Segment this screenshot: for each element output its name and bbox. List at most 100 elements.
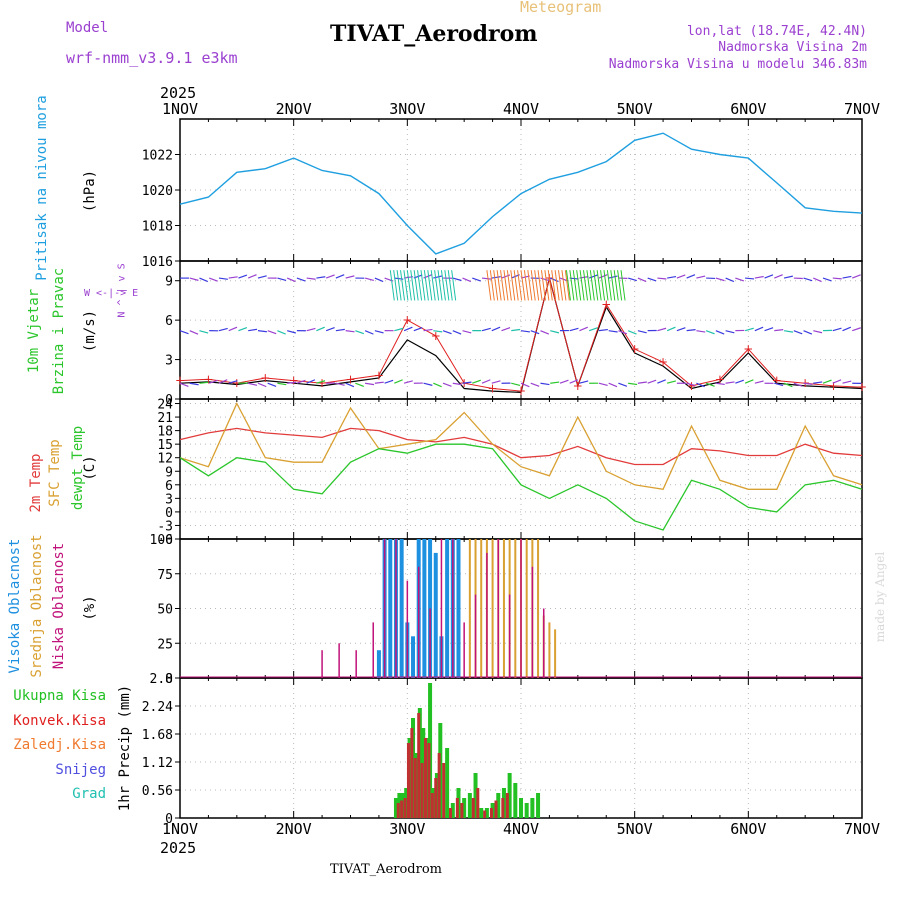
wind-arrow — [179, 382, 189, 387]
wind-arrow — [365, 382, 375, 386]
conv-rain-bar — [434, 778, 438, 818]
wind-arrow — [842, 326, 852, 332]
wind-gust-marker: + — [345, 372, 355, 386]
wind-gust-marker: + — [829, 379, 839, 393]
conv-rain-bar — [400, 800, 404, 818]
wind-arrow — [501, 327, 511, 332]
wind-arrow — [481, 277, 492, 280]
wind-arrow — [296, 277, 306, 282]
wind-arrow — [423, 382, 433, 386]
conv-rain-bar — [430, 793, 434, 818]
wind-barb — [547, 270, 553, 301]
wind-arrow — [267, 382, 277, 387]
legend-hail: Grad — [72, 786, 106, 802]
wind-arrow — [452, 277, 462, 282]
wind-barb — [451, 270, 457, 301]
wind-arrow — [394, 327, 404, 332]
xtick-label-top: 4NOV — [503, 100, 539, 118]
wind-gust-marker: + — [374, 368, 384, 382]
wind-arrow — [628, 277, 637, 282]
wind-arrow — [511, 382, 521, 387]
conv-rain-bar — [489, 808, 493, 818]
year-bottom: 2025 — [160, 839, 197, 857]
wind-gust-marker: + — [630, 342, 640, 356]
wind-barb — [551, 270, 557, 301]
xtick-label-top: 7NOV — [844, 100, 880, 118]
total-rain-bar — [530, 798, 535, 818]
wind-arrow — [442, 382, 452, 387]
high-cloud-bar — [399, 539, 404, 678]
wind-barb — [444, 270, 450, 301]
wind-arrow — [296, 379, 306, 384]
wind-arrow — [364, 277, 374, 282]
ytick-label: 6 — [165, 314, 173, 329]
wind-gust-marker: + — [260, 371, 270, 385]
wind-arrow — [637, 277, 647, 283]
wind-barb — [493, 270, 499, 301]
conv-rain-bar — [442, 763, 446, 818]
wind-barb — [517, 270, 523, 301]
wind-arrow — [608, 275, 618, 279]
conv-rain-bar — [476, 788, 480, 818]
wind-arrow — [598, 382, 608, 387]
wind-barb — [393, 270, 399, 301]
wind-arrow — [355, 330, 365, 335]
ytick-label: 21 — [157, 411, 173, 426]
wind-arrow — [647, 277, 657, 282]
wind-arrow — [793, 330, 803, 335]
wind-gust-marker: + — [857, 380, 867, 394]
mid-cloud-bar — [525, 539, 528, 678]
conv-rain-bar — [501, 798, 505, 818]
wind-barb — [572, 270, 578, 301]
ytick-label: 75 — [157, 568, 173, 583]
wind-arrow — [783, 330, 794, 333]
wind-arrow — [257, 275, 267, 279]
ytick-label: -3 — [157, 519, 173, 534]
ytick-label: 0 — [165, 812, 173, 827]
ytick-label: 25 — [157, 637, 173, 652]
xtick-label-bottom: 7NOV — [844, 820, 880, 838]
wind-barb — [400, 270, 406, 301]
wind-arrow — [774, 382, 784, 387]
mid-cloud-bar — [502, 539, 505, 678]
wind-arrow — [325, 274, 335, 279]
dewpoint-line — [179, 443, 863, 531]
wind-gust-marker: + — [175, 374, 185, 388]
wind-barb — [606, 270, 612, 301]
wind-arrow — [287, 330, 297, 334]
wind-arrow — [735, 277, 745, 282]
wind-arrow — [462, 330, 472, 334]
low-cloud-bar — [429, 608, 431, 678]
wind-arrow — [822, 277, 832, 282]
lonlat-label: lon,lat (18.74E, 42.4N) — [686, 24, 867, 39]
wind-arrow — [433, 330, 443, 333]
model-name: wrf-nmm_v3.9.1 e3km — [66, 49, 238, 67]
ytick-label: 3 — [165, 354, 173, 369]
total-rain-bar — [536, 793, 541, 818]
wind-gust-marker: + — [289, 374, 299, 388]
low-cloud-bar — [338, 643, 340, 678]
xtick-label-bottom: 4NOV — [503, 820, 539, 838]
wind-arrow — [676, 274, 686, 279]
wind-arrow — [744, 327, 754, 332]
wind-arrow — [345, 275, 355, 279]
wind-arrow — [540, 277, 550, 282]
wind-arrow — [316, 276, 326, 279]
wind-arrow — [764, 327, 774, 332]
wind-barb — [530, 270, 536, 301]
high-cloud-bar — [411, 636, 416, 678]
wind-gust-marker: + — [203, 372, 213, 386]
wind-arrow — [657, 379, 666, 384]
xtick-label-bottom: 5NOV — [617, 820, 653, 838]
wind-arrow — [520, 382, 530, 388]
ytick-label: 50 — [157, 603, 173, 618]
wind-barb — [510, 270, 516, 301]
wind-arrow — [452, 382, 462, 386]
wind-arrow — [579, 326, 588, 332]
conv-rain-bar — [449, 808, 453, 818]
wind-arrow — [666, 380, 676, 384]
wind-arrow — [676, 327, 686, 332]
wind-arrow — [238, 274, 248, 279]
wind-arrow — [423, 328, 433, 332]
low-cloud-bar — [417, 566, 420, 678]
